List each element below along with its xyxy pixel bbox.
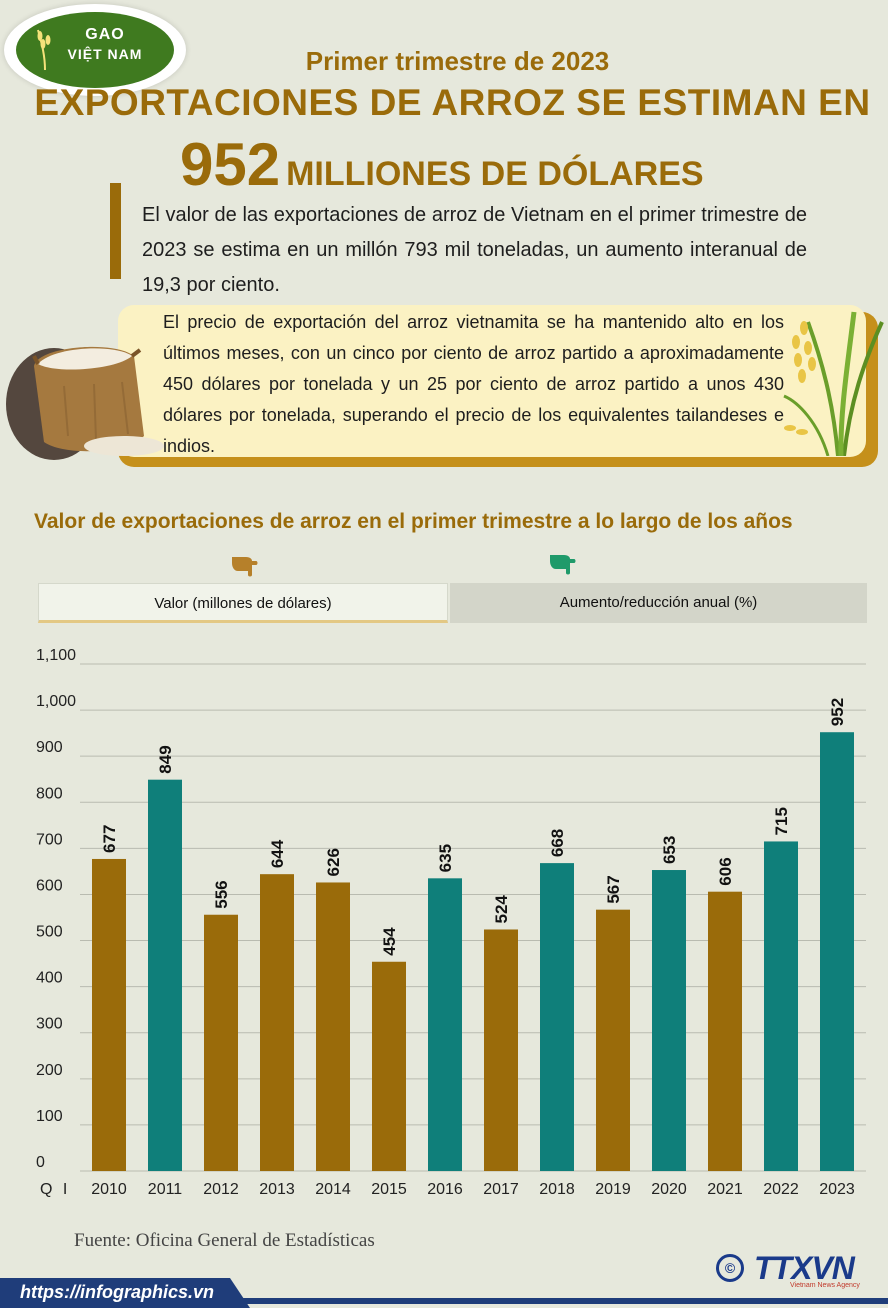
logo-badge: GAO VIỆT NAM [16, 12, 174, 88]
x-axis-label: Q I [40, 1181, 70, 1198]
lead-accent-bar [110, 183, 121, 279]
pointing-hand-icon-green [550, 555, 576, 575]
x-tick-label: 2015 [371, 1181, 407, 1198]
y-tick-label: 1,100 [36, 647, 76, 664]
bar [708, 891, 742, 1171]
brand-subtitle: Vietnam News Agency [790, 1282, 860, 1289]
y-tick-label: 800 [36, 785, 63, 802]
highlight-box [118, 305, 866, 457]
y-tick-label: 600 [36, 877, 63, 894]
logo-line2: VIỆT NAM [67, 46, 143, 62]
x-tick-label: 2021 [707, 1181, 743, 1198]
x-tick-label: 2011 [148, 1181, 183, 1198]
data-label: 567 [604, 875, 623, 903]
footer-bar [0, 1278, 250, 1308]
x-tick-label: 2018 [539, 1181, 575, 1198]
bar [652, 870, 686, 1171]
page-subtitle: Primer trimestre de 2023 [305, 46, 610, 76]
rice-sack-icon [6, 346, 164, 460]
bar [484, 929, 518, 1171]
bar [540, 863, 574, 1171]
rice-stalk-icon [37, 29, 51, 70]
data-label: 454 [380, 927, 399, 956]
y-tick-label: 500 [36, 924, 63, 941]
x-tick-label: 2013 [259, 1181, 295, 1198]
y-tick-label: 400 [36, 970, 63, 987]
data-label: 606 [716, 857, 735, 885]
x-tick-label: 2017 [483, 1181, 519, 1198]
bar [372, 961, 406, 1171]
data-label: 626 [324, 848, 343, 876]
y-tick-label: 100 [36, 1108, 63, 1125]
chart-heading: Valor de exportaciones de arroz en el pr… [34, 510, 793, 533]
bar [764, 841, 798, 1171]
highlight-box-text: El precio de exportación del arroz vietn… [163, 312, 784, 456]
data-label: 635 [436, 844, 455, 872]
ttxvn-brand: © TTXVN [716, 1249, 855, 1286]
y-tick-label: 700 [36, 831, 63, 848]
bar [820, 732, 854, 1171]
page-title-line1: EXPORTACIONES DE ARROZ SE ESTIMAN EN [34, 82, 871, 123]
logo-line1: GAO [85, 26, 125, 43]
bar [204, 914, 238, 1171]
y-tick-label: 0 [36, 1154, 45, 1171]
title-rest: MILLIONES DE DÓLARES [286, 155, 704, 193]
data-label: 952 [828, 698, 847, 726]
data-label: 715 [772, 807, 791, 835]
bar [596, 909, 630, 1171]
bar [428, 878, 462, 1171]
gao-vietnam-logo: GAO VIỆT NAM [4, 4, 186, 96]
data-label: 849 [156, 745, 175, 773]
data-label: 668 [548, 829, 567, 857]
data-label: 556 [212, 880, 231, 908]
x-tick-label: 2012 [203, 1181, 239, 1198]
y-tick-label: 200 [36, 1062, 63, 1079]
tab-annual-change[interactable]: Aumento/reducción anual (%) [450, 583, 867, 623]
data-label: 524 [492, 895, 511, 924]
page-title-line2: 952 MILLIONES DE DÓLARES [180, 130, 704, 199]
tab-value[interactable]: Valor (millones de dólares) [38, 583, 448, 623]
x-tick-label: 2023 [819, 1181, 855, 1198]
data-label: 677 [100, 825, 119, 853]
copyright-icon: © [716, 1254, 744, 1282]
footer-line [240, 1298, 888, 1304]
title-big-number: 952 [180, 131, 281, 198]
x-tick-label: 2014 [315, 1181, 351, 1198]
footer-url[interactable]: https://infographics.vn [20, 1282, 215, 1302]
x-tick-label: 2016 [427, 1181, 463, 1198]
y-tick-label: 300 [36, 1016, 63, 1033]
x-tick-label: 2020 [651, 1181, 687, 1198]
y-tick-label: 900 [36, 739, 63, 756]
bar [316, 882, 350, 1171]
x-tick-label: 2022 [763, 1181, 799, 1198]
pointing-hand-icon-gold [232, 557, 258, 577]
bar [92, 858, 126, 1171]
source-note: Fuente: Oficina General de Estadísticas [74, 1230, 375, 1251]
bar [260, 874, 294, 1171]
bar [148, 779, 182, 1171]
lead-paragraph: El valor de las exportaciones de arroz d… [142, 204, 807, 296]
rice-plant-icon [783, 311, 884, 456]
x-tick-label: 2019 [595, 1181, 631, 1198]
brand-name: TTXVN [754, 1249, 855, 1286]
export-value-bar-chart: 0 100 200 300 400 500 600 700 800 900 1,000 1,100 Q … [36, 647, 866, 1198]
y-tick-label: 1,000 [36, 693, 76, 710]
data-label: 644 [268, 839, 287, 868]
x-tick-label: 2010 [91, 1181, 127, 1198]
data-label: 653 [660, 836, 679, 864]
